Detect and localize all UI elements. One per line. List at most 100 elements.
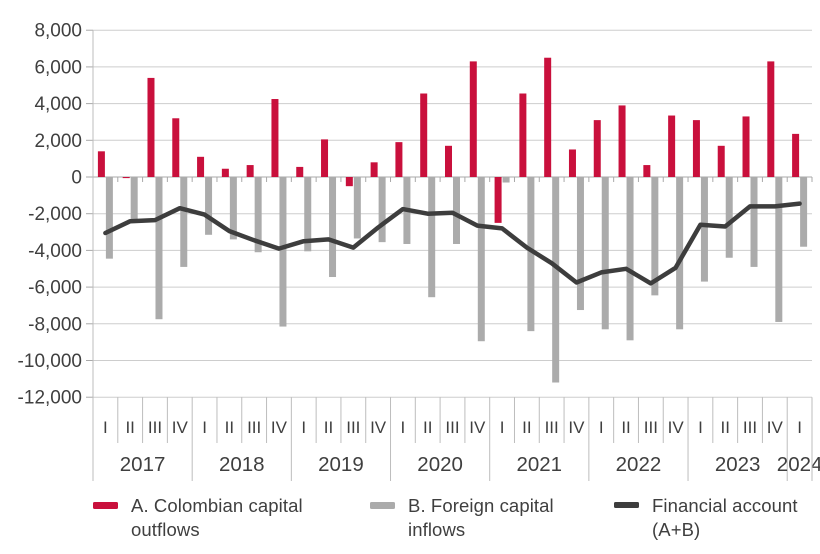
quarter-label: II: [522, 418, 531, 437]
bar-outflows-2018-III: [246, 165, 254, 177]
bar-outflows-2024-I: [792, 133, 800, 177]
year-label: 2023: [715, 453, 761, 476]
legend-label-inflows: B. Foreign capital inflows: [408, 495, 554, 541]
quarter-label: I: [500, 418, 505, 437]
year-label: 2018: [219, 453, 265, 476]
quarter-label: II: [720, 418, 729, 437]
quarter-label: IV: [370, 418, 387, 437]
bar-outflows-2019-III: [345, 177, 353, 187]
bar-inflows-2023-I: [700, 177, 708, 282]
inflows-swatch-icon: [370, 502, 395, 509]
bar-inflows-2024-I: [800, 177, 808, 247]
bar-inflows-2023-II: [725, 177, 733, 258]
bar-outflows-2022-II: [618, 105, 626, 177]
y-axis-label: -6,000: [28, 278, 82, 299]
bar-outflows-2020-III: [445, 145, 452, 177]
bar-outflows-2020-I: [395, 142, 403, 177]
bar-outflows-2022-I: [593, 120, 601, 177]
bar-outflows-2017-II: [122, 177, 130, 179]
y-axis-label: -10,000: [18, 351, 82, 372]
y-axis-label: -2,000: [28, 204, 82, 225]
bar-inflows-2021-II: [527, 177, 535, 332]
legend-item-outflows: A. Colombian capital outflows: [93, 494, 370, 543]
bar-outflows-2021-III: [544, 57, 552, 177]
year-label: 2024: [777, 453, 820, 476]
financial-account-line: [103, 201, 802, 286]
quarter-label: II: [225, 418, 234, 437]
bar-outflows-2023-III: [742, 116, 750, 177]
bar-inflows-2018-IV: [279, 177, 287, 327]
chart-legend: A. Colombian capital outflows B. Foreign…: [93, 494, 820, 543]
bar-outflows-2021-II: [519, 93, 527, 177]
bar-outflows-2022-IV: [668, 115, 676, 177]
bar-inflows-2017-IV: [180, 177, 188, 267]
bar-inflows-2019-III: [353, 177, 361, 239]
bar-inflows-2018-III: [254, 177, 262, 253]
legend-label-outflows: A. Colombian capital outflows: [131, 495, 303, 541]
capital-flows-chart: 8,000 6,000 4,000 2,000 0 -2,000 -4,000 -6,000 -…: [18, 21, 820, 481]
quarter-label: II: [621, 418, 630, 437]
bar-outflows-2021-I: [494, 177, 502, 223]
financial-account-swatch-icon: [614, 502, 639, 508]
bar-outflows-2023-I: [692, 120, 700, 177]
y-axis-label: -12,000: [18, 388, 82, 409]
quarter-label: IV: [271, 418, 288, 437]
quarter-label: III: [545, 418, 559, 437]
legend-item-inflows: B. Foreign capital inflows: [370, 494, 614, 543]
bar-inflows-2017-II: [130, 177, 138, 221]
quarter-label: IV: [767, 418, 784, 437]
y-axis-label: -4,000: [28, 241, 82, 262]
quarter-label: I: [698, 418, 703, 437]
quarter-label: I: [401, 418, 406, 437]
y-axis-label: -8,000: [28, 314, 82, 335]
bar-inflows-2021-III: [552, 177, 560, 383]
bar-inflows-2021-I: [502, 177, 510, 183]
bar-inflows-2019-II: [329, 177, 337, 278]
quarter-label: IV: [172, 418, 189, 437]
outflows-swatch-icon: [93, 502, 118, 509]
bar-outflows-2022-III: [643, 165, 651, 177]
bar-outflows-2017-I: [97, 151, 105, 177]
bar-inflows-2022-II: [626, 177, 634, 341]
bar-inflows-2019-I: [304, 177, 312, 252]
bar-inflows-2023-III: [750, 177, 758, 267]
bar-inflows-2020-III: [453, 177, 460, 244]
y-axis-label: 2,000: [34, 131, 82, 152]
y-axis-label: 6,000: [34, 57, 82, 78]
year-label: 2017: [120, 453, 166, 476]
legend-label-financial-account: Financial account (A+B): [652, 495, 798, 541]
quarter-label: IV: [469, 418, 486, 437]
quarter-label: II: [423, 418, 432, 437]
quarter-label: III: [445, 418, 459, 437]
bar-inflows-2020-II: [428, 177, 436, 298]
bar-inflows-2023-IV: [775, 177, 783, 322]
bar-inflows-2022-III: [651, 177, 659, 296]
quarter-label: IV: [568, 418, 585, 437]
bar-outflows-2017-III: [147, 77, 155, 177]
year-label: 2019: [318, 453, 364, 476]
quarter-label: IV: [668, 418, 685, 437]
quarter-label: I: [202, 418, 207, 437]
quarter-label: I: [797, 418, 802, 437]
y-axis-label: 4,000: [34, 94, 82, 115]
quarter-label: I: [599, 418, 604, 437]
bar-inflows-2018-II: [229, 177, 237, 240]
year-label: 2022: [616, 453, 662, 476]
quarter-label: II: [125, 418, 134, 437]
bar-outflows-2018-I: [197, 156, 205, 177]
year-label: 2020: [417, 453, 463, 476]
bar-outflows-2019-I: [296, 166, 304, 177]
bar-inflows-2021-IV: [576, 177, 584, 311]
bar-inflows-2022-I: [601, 177, 609, 330]
bar-outflows-2019-II: [321, 139, 329, 177]
bar-inflows-2022-IV: [676, 177, 684, 330]
bar-inflows-2017-I: [105, 177, 113, 259]
y-axis-label: 0: [71, 168, 82, 189]
bar-outflows-2023-II: [717, 145, 725, 177]
bar-outflows-2017-IV: [172, 118, 180, 177]
quarter-label: II: [324, 418, 333, 437]
bar-outflows-2018-IV: [271, 99, 279, 177]
bar-outflows-2019-IV: [370, 162, 378, 177]
quarter-label: III: [148, 418, 162, 437]
